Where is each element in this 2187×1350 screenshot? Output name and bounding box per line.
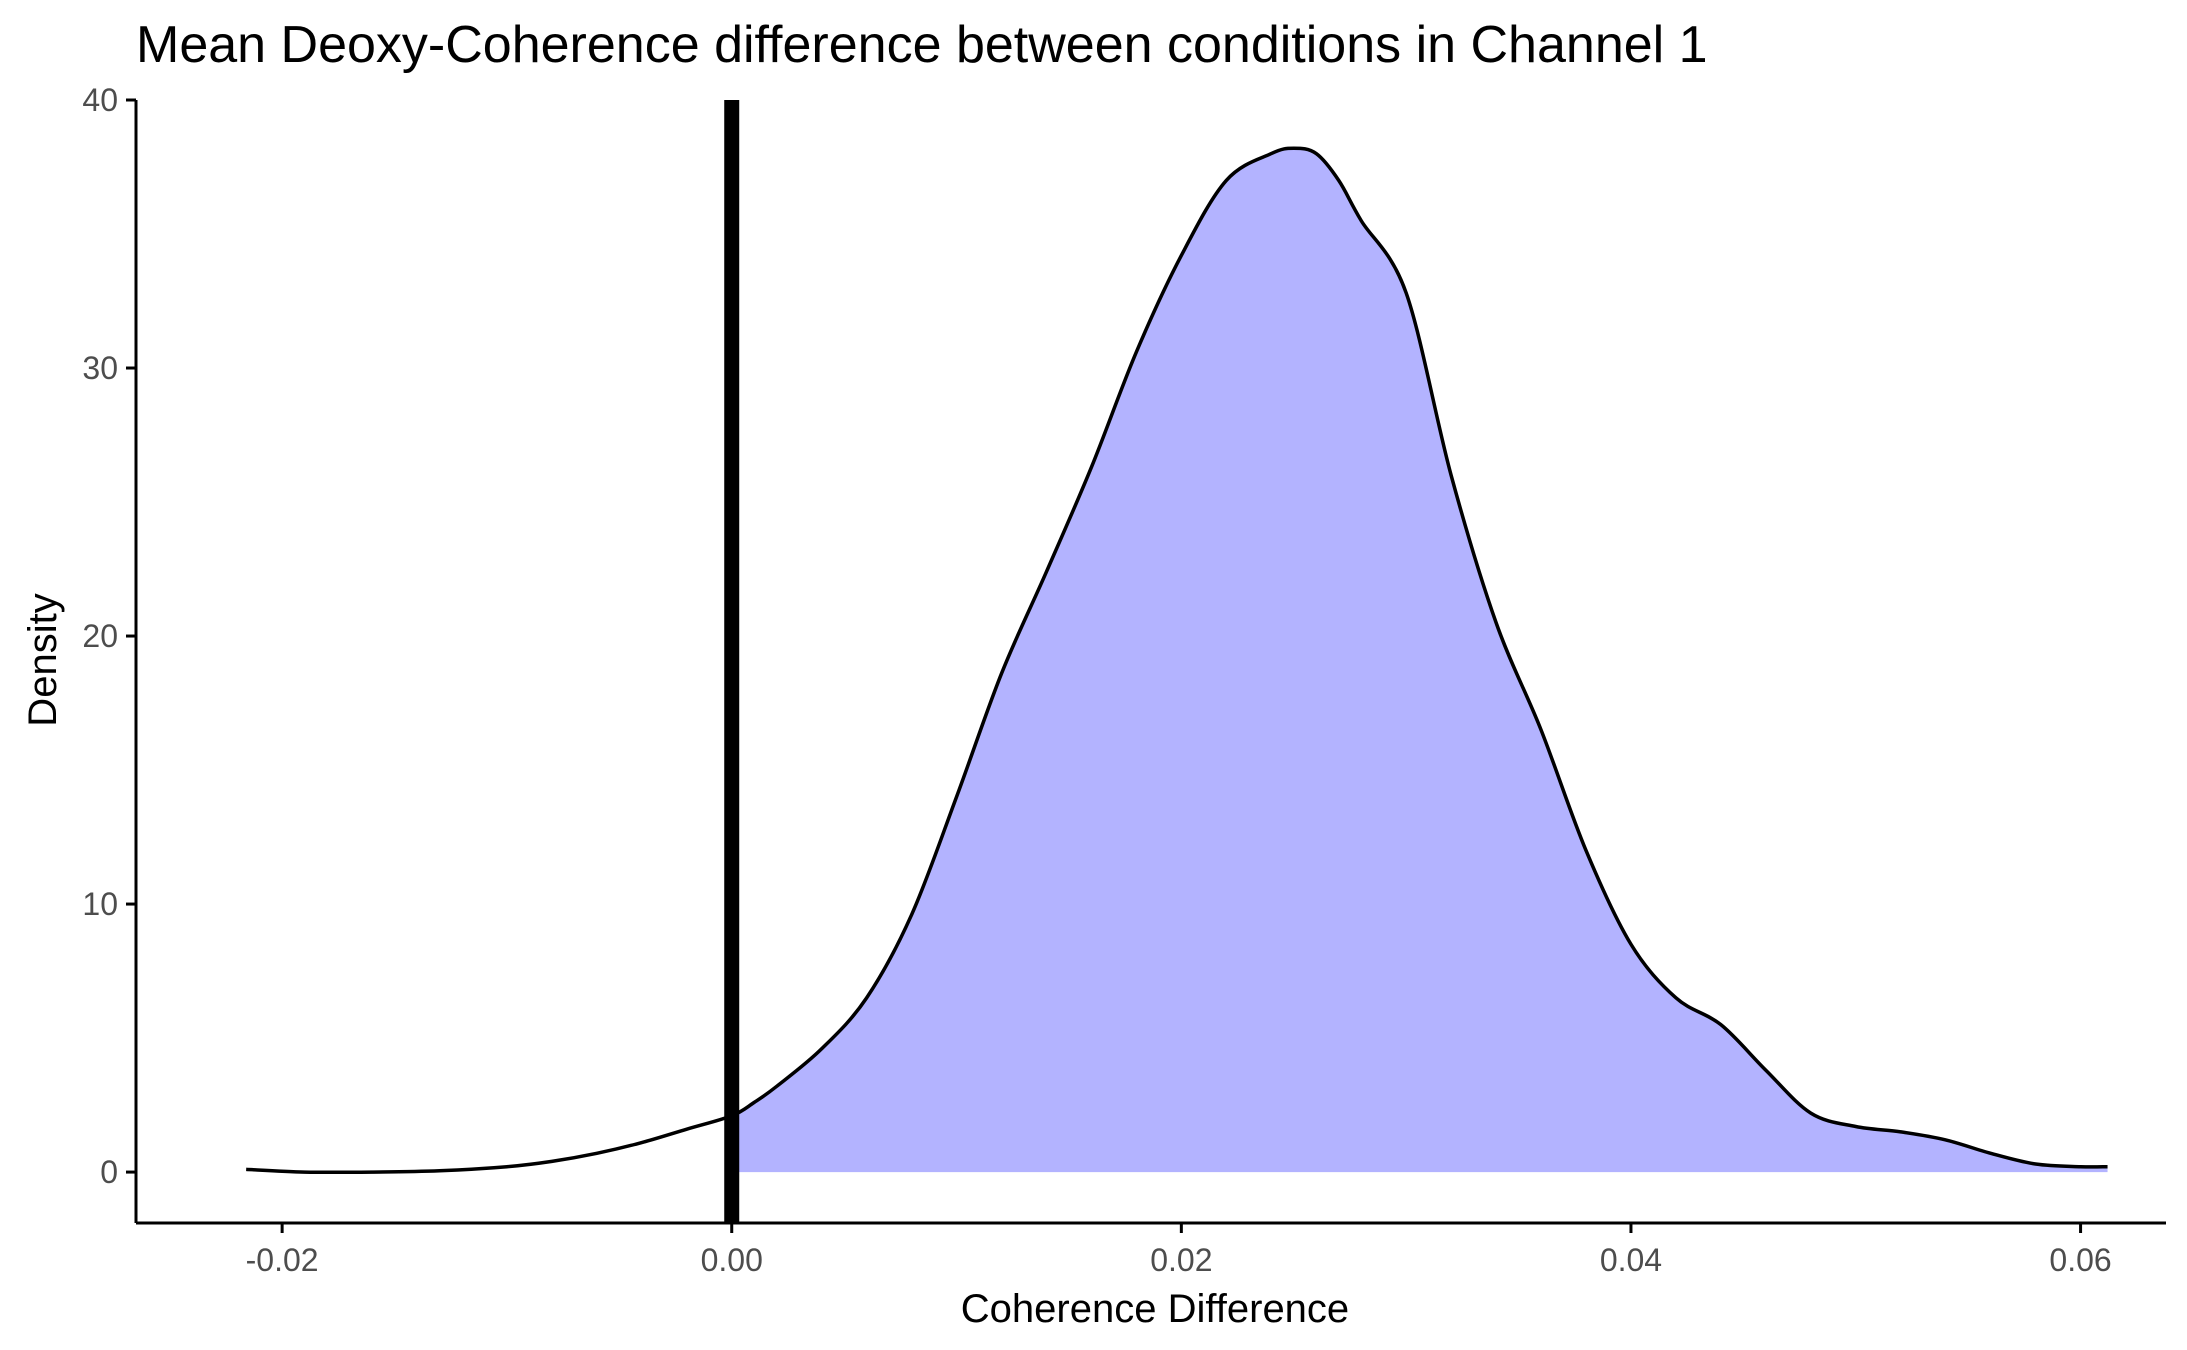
y-tick-label: 40 xyxy=(82,82,118,118)
x-tick-label: 0.00 xyxy=(701,1242,763,1278)
x-tick-label: -0.02 xyxy=(246,1242,319,1278)
plot-area xyxy=(246,100,2108,1223)
x-axis-title: Coherence Difference xyxy=(961,1287,1349,1331)
chart-title: Mean Deoxy-Coherence difference between … xyxy=(136,16,1708,74)
density-fill xyxy=(731,148,2108,1173)
x-tick-label: 0.02 xyxy=(1150,1242,1212,1278)
y-tick-label: 30 xyxy=(82,350,118,386)
y-axis-ticks: 0 10 20 30 40 xyxy=(82,82,136,1190)
y-tick-label: 0 xyxy=(100,1154,118,1190)
y-tick-label: 20 xyxy=(82,618,118,654)
x-tick-label: 0.04 xyxy=(1600,1242,1662,1278)
x-axis-ticks: -0.02 0.00 0.02 0.04 0.06 xyxy=(246,1223,2112,1278)
density-line xyxy=(246,146,2108,1175)
y-axis-title: Density xyxy=(21,593,65,726)
y-tick-label: 10 xyxy=(82,886,118,922)
x-tick-label: 0.06 xyxy=(2049,1242,2111,1278)
